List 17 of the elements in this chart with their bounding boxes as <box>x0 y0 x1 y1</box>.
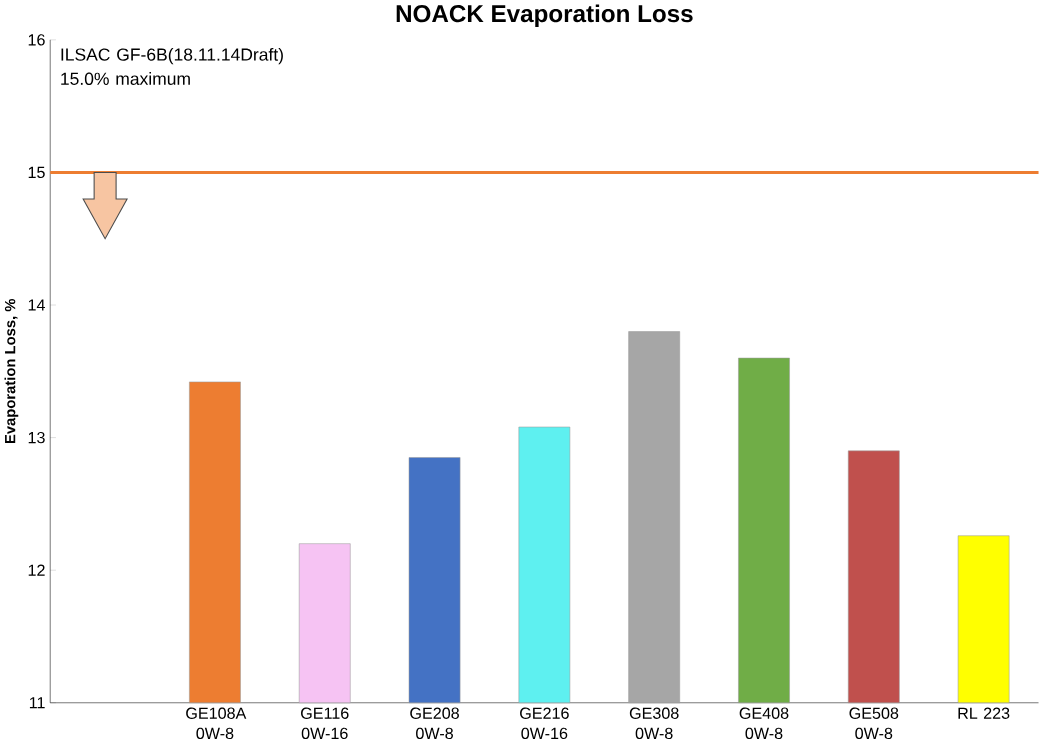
y-tick-label: 14 <box>28 299 45 311</box>
y-tick-label: 13 <box>28 432 45 444</box>
y-axis-title: Evaporation Loss, % <box>4 299 19 444</box>
y-tick-label: 12 <box>28 564 45 577</box>
x-tick-label: GE308 0W-8 <box>629 707 679 740</box>
x-tick-label: RL 223 <box>958 707 1010 720</box>
y-tick-label: 16 <box>28 34 45 46</box>
y-tick-label: 11 <box>29 697 45 709</box>
x-tick-label: GE116 0W-16 <box>301 707 349 740</box>
x-tick-label: GE108A 0W-8 <box>186 707 247 740</box>
x-tick-label: GE508 0W-8 <box>849 707 899 740</box>
chart-title: NOACK Evaporation Loss <box>396 4 693 28</box>
y-tick-label: 15 <box>28 167 45 179</box>
x-tick-label: GE216 0W-16 <box>520 707 569 740</box>
x-tick-label: GE208 0W-8 <box>410 707 459 740</box>
annotation: ILSAC GF-6B(18.11.14Draft) 15.0% maximum <box>61 48 283 86</box>
x-tick-label: GE408 0W-8 <box>739 707 789 740</box>
